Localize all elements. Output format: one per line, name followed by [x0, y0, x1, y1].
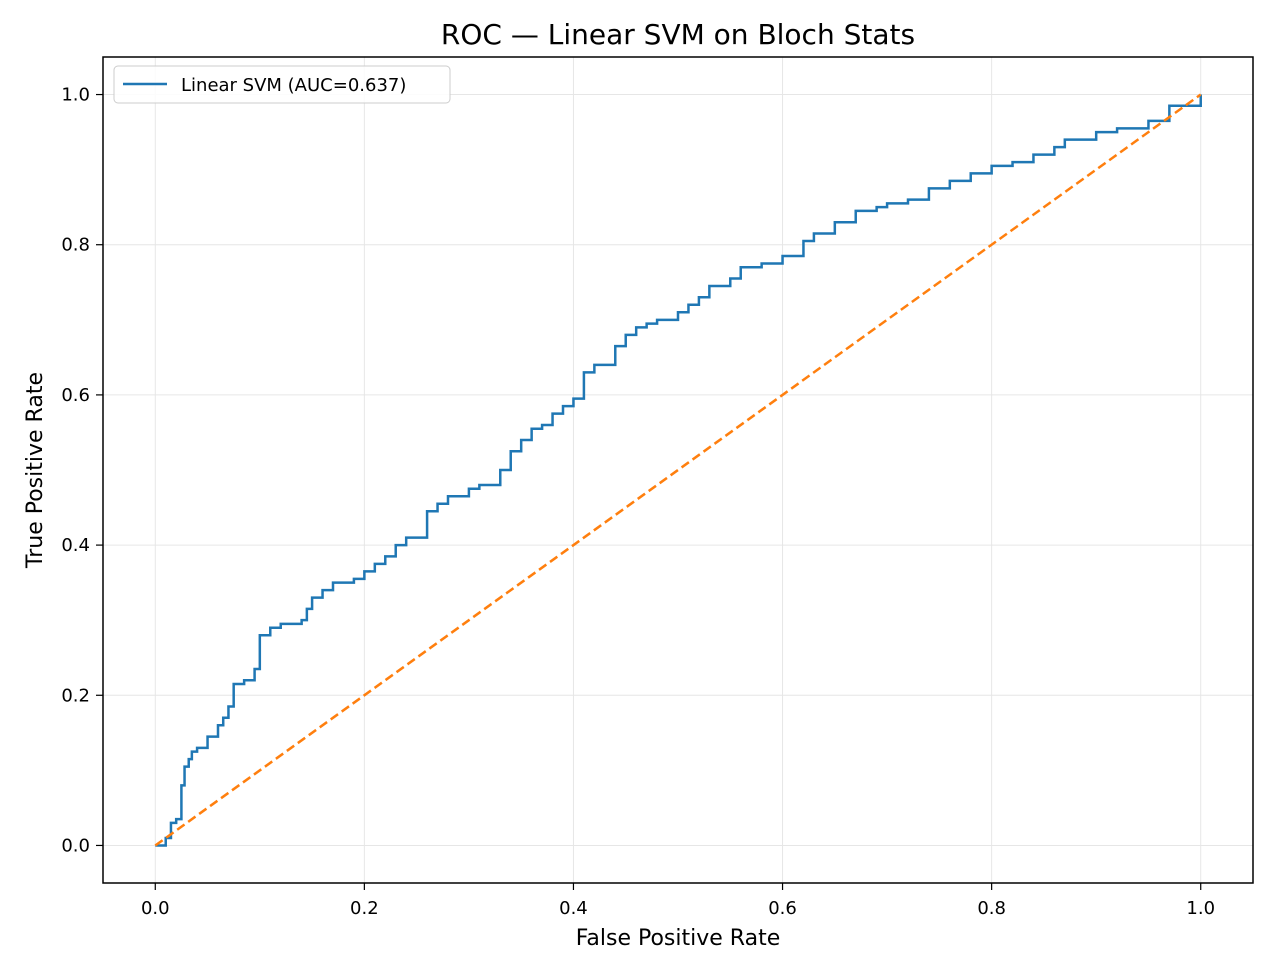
chart-title: ROC — Linear SVM on Bloch Stats [441, 18, 915, 51]
legend-box [113, 65, 451, 104]
x-axis-ticks: 0.0 0.2 0.4 0.6 0.8 1.0 [141, 883, 1215, 919]
y-tick-label: 0.2 [61, 685, 90, 706]
x-tick-label: 0.6 [768, 898, 797, 919]
legend-label-linear-svm: Linear SVM (AUC=0.637) [181, 75, 406, 96]
y-tick-label: 1.0 [61, 85, 90, 106]
series-layer [154, 93, 1202, 847]
series-line-linear-svm [155, 94, 1202, 847]
x-tick-label: 0.8 [977, 898, 1006, 919]
y-tick-label: 0.4 [61, 535, 90, 556]
y-axis-ticks: 0.0 0.2 0.4 0.6 0.8 1.0 [61, 85, 103, 856]
x-tick-label: 0.0 [141, 898, 170, 919]
x-axis-label: False Positive Rate [576, 926, 780, 951]
y-tick-label: 0.0 [61, 835, 90, 856]
series-line-chance-diagonal [154, 93, 1202, 847]
x-tick-label: 0.2 [350, 898, 379, 919]
x-tick-label: 1.0 [1186, 898, 1215, 919]
legend: Linear SVM (AUC=0.637) [113, 65, 451, 104]
y-tick-label: 0.8 [61, 235, 90, 256]
plot-frame [102, 56, 1254, 884]
x-tick-label: 0.4 [559, 898, 588, 919]
y-tick-label: 0.6 [61, 385, 90, 406]
y-axis-label: True Positive Rate [23, 372, 48, 569]
